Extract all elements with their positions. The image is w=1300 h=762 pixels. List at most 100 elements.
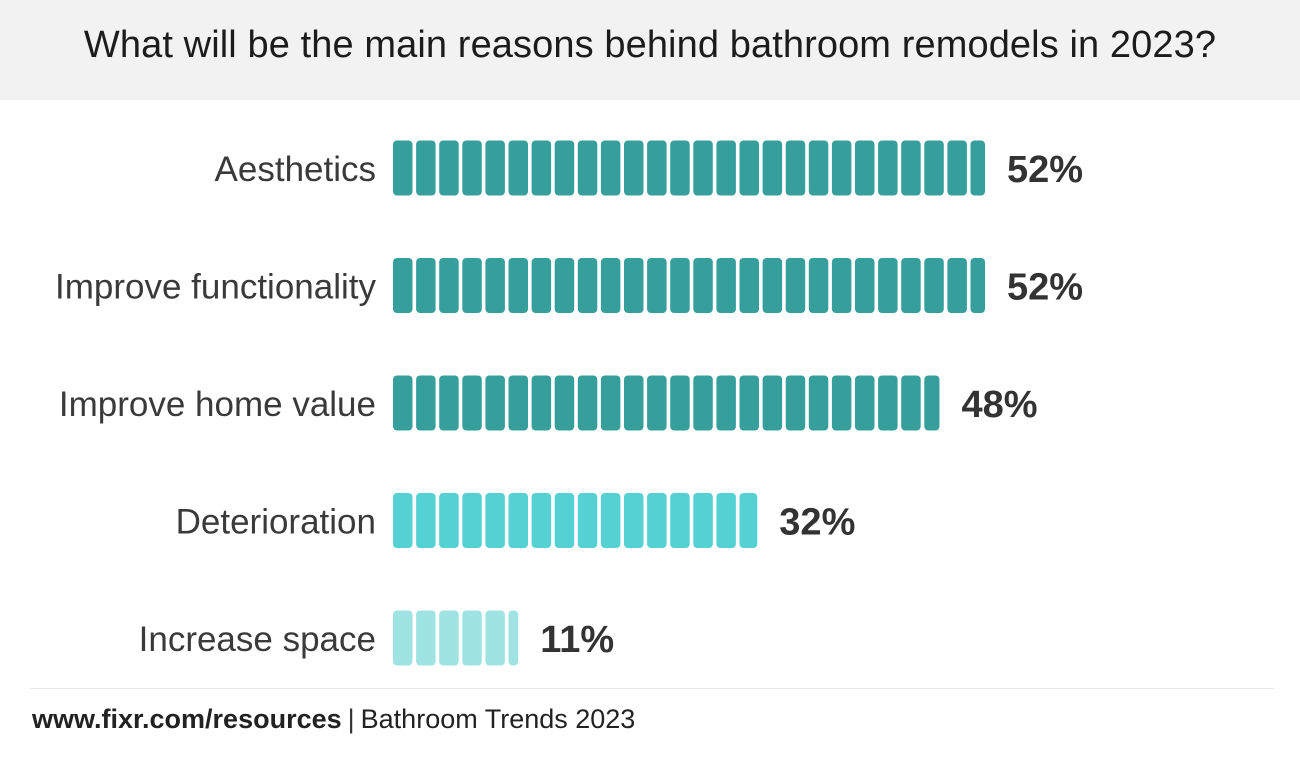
bar-segment: [485, 375, 505, 431]
bar-segment: [785, 140, 806, 196]
chart-title: What will be the main reasons behind bat…: [83, 24, 1217, 66]
bar-segment: [393, 375, 413, 431]
bar-segment: [831, 258, 852, 313]
footer: www.fixr.com/resources | Bathroom Trends 2…: [32, 704, 635, 735]
bar-segment: [901, 375, 921, 431]
category-label: Increase space: [139, 620, 376, 659]
bar-segment: [393, 140, 413, 196]
bar-segment: [855, 375, 875, 431]
category-label: Aesthetics: [215, 150, 376, 189]
bar-segment: [485, 258, 505, 313]
category-label: Improve home value: [59, 385, 376, 424]
bar-segment: [739, 140, 759, 196]
bar-segment: [462, 140, 482, 196]
bar-segment: [947, 258, 967, 313]
bar-segment: [693, 258, 713, 313]
bar-segment: [901, 140, 921, 196]
bar-segment: [439, 375, 459, 431]
bar-segment: [716, 258, 736, 313]
value-label: 32%: [779, 502, 855, 544]
value-label: 52%: [1007, 149, 1083, 191]
category-label: Deterioration: [176, 503, 376, 542]
bar-segment: [670, 375, 690, 431]
footer-site-link[interactable]: www.fixr.com/resources: [32, 704, 342, 734]
bar-segment: [716, 140, 736, 196]
bar-segment: [577, 493, 598, 548]
bar-segment: [600, 258, 621, 313]
bar-segment: [716, 493, 736, 548]
bar-segment: [924, 258, 944, 313]
bar-segment: [970, 140, 985, 196]
bar-segment: [531, 140, 552, 196]
bar-segment: [416, 493, 436, 548]
footer-separator: |: [347, 704, 355, 734]
bar-segment: [393, 493, 413, 548]
bar-row: Improve functionality 52%: [55, 258, 1083, 313]
bar-segment: [393, 610, 413, 666]
bar-segment: [462, 258, 482, 313]
bar-segment: [855, 258, 875, 313]
bar-segment: [831, 140, 852, 196]
bar-segment: [416, 258, 436, 313]
bar-row: Improve home value 48%: [59, 375, 1038, 431]
bar-row: Aesthetics 52%: [215, 140, 1083, 196]
bar-segment: [785, 258, 806, 313]
bar-segment: [739, 375, 759, 431]
bar-segment: [878, 258, 898, 313]
bar-segment: [554, 140, 575, 196]
bar-segment: [693, 140, 713, 196]
bar-segment: [878, 140, 898, 196]
bar-segment: [439, 493, 459, 548]
bar-segment: [647, 140, 667, 196]
bar-segment: [831, 375, 852, 431]
bar-segment: [878, 375, 898, 431]
footer-divider: [30, 688, 1274, 689]
bar-segment: [508, 610, 519, 666]
bar-segment: [508, 258, 528, 313]
bar-segment: [970, 258, 985, 313]
bar-segment: [808, 258, 829, 313]
bar-segment: [577, 375, 598, 431]
bar-segment: [647, 258, 667, 313]
bar-segment: [508, 493, 528, 548]
bar-segment: [577, 258, 598, 313]
bar-segment: [924, 140, 944, 196]
bar-segment: [670, 493, 690, 548]
bar-segment: [808, 375, 829, 431]
bar-segment: [485, 610, 505, 666]
bar-segment: [693, 375, 713, 431]
bar-segment: [485, 140, 505, 196]
bar-segment: [855, 140, 875, 196]
bar-row: Deterioration 32%: [176, 493, 855, 548]
bar-segment: [693, 493, 713, 548]
bar-segment: [947, 140, 967, 196]
value-label: 11%: [540, 619, 614, 661]
bar-segment: [462, 493, 482, 548]
value-label: 48%: [961, 384, 1037, 426]
bar-segment: [785, 375, 806, 431]
bar-segment: [624, 258, 644, 313]
bar-segment: [762, 140, 783, 196]
bar-segment: [508, 140, 528, 196]
bar-segment: [531, 258, 552, 313]
bar-segment: [624, 140, 644, 196]
bar-segment: [647, 375, 667, 431]
bar-segment: [670, 140, 690, 196]
bar-segment: [762, 258, 783, 313]
bar-segment: [624, 375, 644, 431]
bar-segment: [577, 140, 598, 196]
bar-segment: [554, 258, 575, 313]
bar-segment: [416, 140, 436, 196]
bar-segment: [439, 258, 459, 313]
bar-segment: [508, 375, 528, 431]
bar-segment: [462, 610, 482, 666]
bar-segment: [924, 375, 940, 431]
bar-segment: [808, 140, 829, 196]
bar-segment: [531, 493, 552, 548]
bar-segment: [739, 258, 759, 313]
bar-segment: [485, 493, 505, 548]
bar-segment: [739, 493, 758, 548]
bar-segment: [647, 493, 667, 548]
bar-chart: Aesthetics 52% Improve functionality 52% Imp…: [55, 140, 1083, 666]
bar-row: Increase space 11%: [139, 610, 614, 666]
